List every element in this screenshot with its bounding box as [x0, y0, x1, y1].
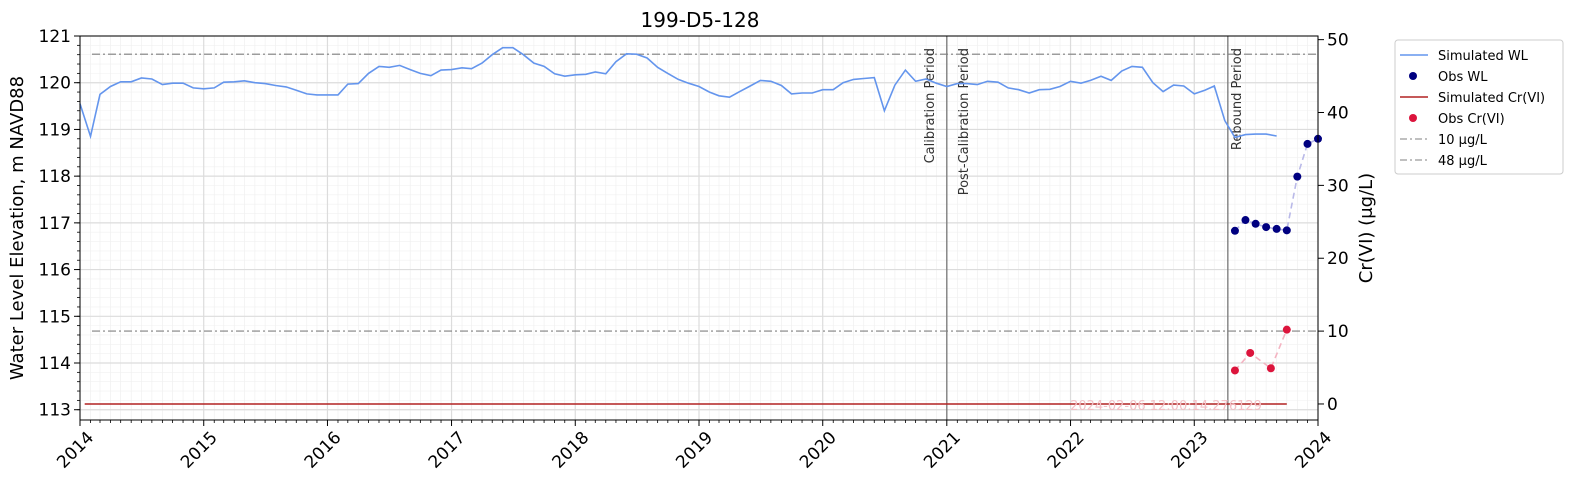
obs-wl-point: [1262, 223, 1271, 232]
timestamp-watermark: 2024-02-06 12:00:14.276129: [1070, 399, 1262, 414]
legend-label: 10 μg/L: [1438, 133, 1488, 148]
y2-tick-label: 0: [1327, 395, 1338, 415]
y-tick-label: 116: [39, 261, 71, 281]
legend-label: Simulated Cr(VI): [1438, 91, 1545, 106]
rebound-period-label: Rebound Period: [1230, 48, 1245, 150]
obs-wl-point: [1282, 226, 1291, 235]
legend-label: Obs Cr(VI): [1438, 112, 1505, 127]
y-tick-label: 120: [39, 74, 71, 94]
obs-crvi-point: [1230, 366, 1239, 375]
x-tick-label: 2023: [1168, 428, 1213, 473]
y2-tick-label: 40: [1327, 104, 1349, 124]
y2-tick-label: 20: [1327, 249, 1349, 269]
obs-crvi-point: [1246, 348, 1255, 357]
legend-item: Obs WL: [1409, 70, 1488, 85]
x-tick-label: 2021: [920, 428, 965, 473]
y-tick-label: 115: [39, 307, 71, 327]
x-tick-label: 2018: [549, 428, 594, 473]
legend-item: 10 μg/L: [1400, 133, 1488, 148]
x-tick-label: 2020: [796, 428, 841, 473]
obs-crvi-point: [1266, 364, 1275, 373]
y-tick-label: 119: [39, 120, 71, 140]
y-tick-label: 118: [39, 167, 71, 187]
y-tick-label: 117: [39, 214, 71, 234]
obs-wl-point: [1241, 216, 1250, 225]
x-tick-label: 2014: [53, 428, 98, 473]
x-tick-label: 2017: [425, 428, 470, 473]
y-axis-right-label: Cr(VI) (μg/L): [1356, 173, 1377, 283]
post-calibration-period-label: Post-Calibration Period: [957, 48, 972, 195]
obs-wl-point: [1230, 226, 1239, 235]
obs-wl-point: [1272, 224, 1281, 233]
legend-label: 48 μg/L: [1438, 154, 1488, 169]
threshold-lines: [92, 53, 1316, 332]
major-grid: [79, 35, 1319, 420]
legend-item: Simulated WL: [1400, 49, 1529, 64]
y-axis-left-ticks: 113 114 115 116 117 118 119 120 121: [39, 27, 80, 421]
calibration-period-label: Calibration Period: [923, 48, 938, 163]
legend: Simulated WL Obs WL Simulated Cr(VI) Obs Cr…: [1394, 39, 1564, 175]
data-series: [79, 46, 1322, 405]
y2-tick-label: 50: [1327, 31, 1349, 51]
y2-tick-label: 10: [1327, 322, 1349, 342]
x-tick-label: 2022: [1044, 428, 1089, 473]
chart-title: 199-D5-128: [641, 8, 760, 32]
obs-crvi-connector: [1234, 329, 1288, 372]
legend-item: Simulated Cr(VI): [1400, 91, 1545, 106]
y-axis-right-ticks: 0 10 20 30 40 50: [1318, 31, 1349, 415]
obs-wl-point: [1251, 219, 1260, 228]
y2-tick-label: 30: [1327, 176, 1349, 196]
legend-label: Obs WL: [1438, 70, 1488, 85]
legend-marker: [1409, 114, 1417, 122]
y-tick-label: 114: [39, 354, 71, 374]
legend-label: Simulated WL: [1438, 49, 1529, 64]
x-tick-label: 2024: [1291, 428, 1336, 473]
period-markers: Calibration Period Post-Calibration Perio…: [923, 36, 1245, 420]
legend-marker: [1409, 72, 1417, 80]
y-tick-label: 121: [39, 27, 71, 47]
x-tick-label: 2016: [301, 428, 346, 473]
simulated-wl-line: [79, 46, 1277, 140]
y-axis-left-label: Water Level Elevation, m NAVD88: [7, 76, 28, 380]
x-tick-label: 2019: [672, 428, 717, 473]
obs-wl-connector: [1234, 138, 1319, 232]
obs-wl-point: [1293, 172, 1302, 181]
x-axis-ticks: 2014 2015 2016 2017 2018 2019 2020 2021 2022 2023…: [53, 420, 1336, 473]
obs-crvi-point: [1282, 325, 1291, 334]
legend-item: 48 μg/L: [1400, 154, 1488, 169]
y-tick-label: 113: [39, 401, 71, 421]
obs-wl-point: [1303, 139, 1312, 148]
legend-box: [1394, 39, 1564, 175]
x-tick-label: 2015: [177, 428, 222, 473]
legend-item: Obs Cr(VI): [1409, 112, 1505, 127]
